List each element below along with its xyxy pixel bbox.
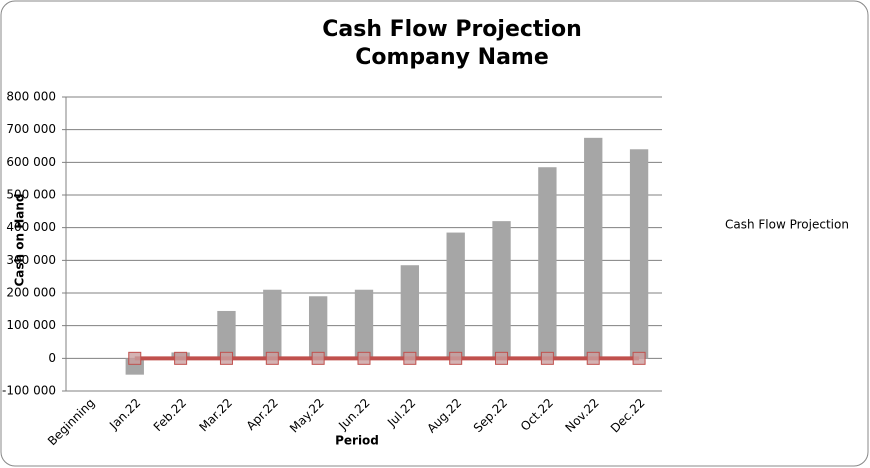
line-marker bbox=[403, 351, 417, 365]
y-tick-label: 100 000 bbox=[6, 318, 56, 332]
y-tick-label: 200 000 bbox=[6, 286, 56, 300]
line-marker bbox=[449, 351, 463, 365]
y-tick-label: 400 000 bbox=[6, 220, 56, 234]
line-marker bbox=[586, 351, 600, 365]
bar bbox=[354, 289, 374, 359]
line-marker bbox=[311, 351, 325, 365]
line-marker bbox=[495, 351, 509, 365]
bar bbox=[263, 289, 282, 359]
bar bbox=[400, 265, 420, 359]
bar bbox=[308, 296, 328, 359]
bar bbox=[446, 232, 465, 359]
line-marker bbox=[265, 351, 279, 365]
line-marker bbox=[357, 351, 371, 365]
bar bbox=[538, 167, 557, 359]
line-marker bbox=[632, 351, 646, 365]
y-tick-label: -100 000 bbox=[2, 384, 56, 398]
line-marker bbox=[174, 351, 188, 365]
y-tick-label: 600 000 bbox=[6, 155, 56, 169]
bar bbox=[217, 310, 236, 359]
legend-label: Cash Flow Projection bbox=[725, 218, 849, 232]
y-tick-label: 700 000 bbox=[6, 122, 56, 136]
y-tick-label: 800 000 bbox=[6, 90, 56, 104]
bar bbox=[584, 137, 603, 359]
line-marker bbox=[540, 351, 554, 365]
line-marker bbox=[128, 351, 142, 365]
y-tick-label: 300 000 bbox=[6, 253, 56, 267]
y-tick-label: 0 bbox=[48, 351, 56, 365]
y-axis-title: Cash on Hand bbox=[13, 193, 27, 286]
chart-title: Cash Flow Projection bbox=[322, 17, 582, 42]
y-tick-label: 500 000 bbox=[6, 188, 56, 202]
x-axis-title: Period bbox=[335, 434, 379, 448]
line-marker bbox=[219, 351, 233, 365]
chart-subtitle: Company Name bbox=[355, 45, 549, 70]
bar bbox=[629, 149, 649, 359]
bar bbox=[492, 221, 511, 359]
